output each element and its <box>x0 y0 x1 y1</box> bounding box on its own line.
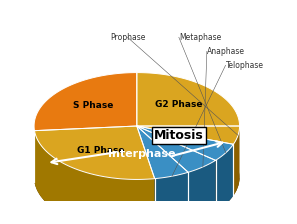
Polygon shape <box>137 126 240 144</box>
Polygon shape <box>233 126 240 196</box>
Polygon shape <box>137 126 233 160</box>
Polygon shape <box>137 73 240 126</box>
Polygon shape <box>216 144 233 212</box>
Text: Mitosis: Mitosis <box>154 129 204 142</box>
Polygon shape <box>188 160 216 224</box>
Text: Prophase: Prophase <box>110 33 145 42</box>
Polygon shape <box>155 172 188 224</box>
Text: Anaphase: Anaphase <box>207 47 245 56</box>
Text: Telophase: Telophase <box>225 61 263 70</box>
Text: Interphase: Interphase <box>108 149 175 159</box>
Text: G2 Phase: G2 Phase <box>155 100 203 109</box>
Polygon shape <box>137 126 188 179</box>
Text: Metaphase: Metaphase <box>179 33 221 42</box>
Polygon shape <box>34 73 137 131</box>
Polygon shape <box>137 126 216 172</box>
Text: G1 Phase: G1 Phase <box>77 146 124 155</box>
Text: S Phase: S Phase <box>73 101 113 110</box>
Polygon shape <box>34 126 155 179</box>
Polygon shape <box>34 131 155 224</box>
Ellipse shape <box>34 124 240 224</box>
